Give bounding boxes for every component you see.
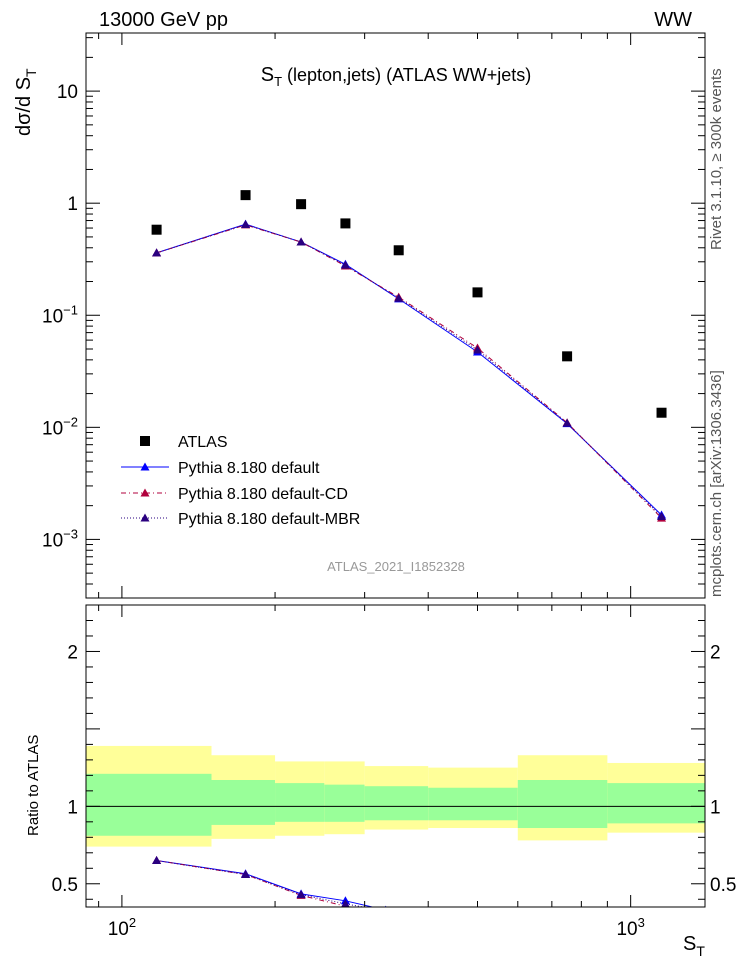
plot-title: ST (lepton,jets) (ATLAS WW+jets) [261, 64, 532, 89]
atlas-data-point [656, 407, 667, 418]
mc-marker-3 [657, 512, 667, 521]
x-tick-label: 103 [616, 915, 644, 940]
ratio-marker-3 [385, 906, 387, 907]
uncertainty-band-inner [86, 773, 212, 836]
ratio-tick-label: 1 [67, 797, 78, 818]
legend-label: Pythia 8.180 default [178, 460, 320, 477]
atlas-data-point [562, 351, 573, 362]
ratio-panel: 0.5 0.5 1 1 2 2 Ratio to ATLAS [25, 604, 736, 915]
x-axis-title: ST [683, 933, 705, 959]
ratio-axis-title: Ratio to ATLAS [25, 735, 42, 836]
ratio-marker-3 [341, 899, 350, 907]
atlas-data-point [340, 218, 351, 229]
mc-marker-3 [394, 293, 404, 302]
y-tick-label: 10−3 [42, 526, 78, 551]
ratio-marker-2 [381, 907, 390, 915]
ratio-marker-3 [241, 869, 251, 878]
mc-marker-3 [296, 237, 306, 246]
legend-marker-2 [140, 488, 150, 497]
legend-label: ATLAS [178, 434, 228, 451]
main-panel: 10−3 10−2 10−1 1 10 ST (lepton,jets) (ATLAS … [13, 32, 706, 599]
ratio-tick-label-right: 0.5 [710, 875, 736, 896]
uncertainty-band-inner [275, 783, 325, 822]
ratio-tick-label: 2 [67, 642, 78, 663]
legend-marker-1 [140, 462, 150, 471]
mc-marker-3 [241, 220, 251, 229]
energy-label: 13000 GeV pp [99, 9, 228, 31]
ratio-line-3 [156, 860, 367, 907]
y-axis-title: dσ/d ST [13, 68, 39, 136]
atlas-data-point [296, 199, 307, 210]
atlas-data-point [151, 224, 162, 235]
rivet-label: Rivet 3.1.10, ≥ 300k events [708, 68, 725, 250]
legend-label: Pythia 8.180 default-MBR [178, 511, 360, 528]
analysis-id-watermark: ATLAS_2021_I1852328 [327, 559, 465, 574]
ratio-marker-3 [152, 856, 162, 865]
uncertainty-band-inner [364, 786, 429, 821]
mc-marker-3 [473, 345, 483, 354]
uncertainty-band-inner [517, 780, 608, 829]
x-tick-label: 102 [108, 915, 136, 940]
atlas-data-point [240, 190, 251, 201]
ratio-marker-3 [296, 890, 306, 899]
main-plot-area [86, 33, 705, 598]
legend-label: Pythia 8.180 default-CD [178, 486, 348, 503]
mc-marker-3 [340, 260, 350, 269]
mcplots-label: mcplots.cern.ch [arXiv:1306.3436] [708, 370, 725, 597]
y-tick-label: 10−1 [42, 302, 78, 327]
legend-marker-3 [140, 513, 150, 522]
ratio-tick-label-right: 1 [710, 797, 721, 818]
legend: ATLAS Pythia 8.180 default Pythia 8.180 de… [121, 434, 360, 528]
uncertainty-band-inner [211, 780, 276, 825]
ratio-tick-label-right: 2 [710, 642, 721, 663]
y-tick-label: 10 [57, 82, 78, 103]
atlas-data-point [393, 245, 404, 256]
mc-marker-3 [562, 418, 572, 427]
ratio-tick-label: 0.5 [52, 875, 78, 896]
atlas-data-point [472, 287, 483, 298]
legend-marker-atlas [140, 436, 150, 446]
uncertainty-band-inner [324, 784, 365, 822]
y-tick-label: 10−2 [42, 414, 78, 439]
process-label: WW [654, 9, 692, 31]
uncertainty-band-inner [607, 783, 705, 824]
uncertainty-band-inner [428, 787, 518, 821]
y-tick-label: 1 [67, 194, 78, 215]
mc-line-2 [156, 224, 662, 519]
mc-marker-3 [152, 248, 162, 257]
